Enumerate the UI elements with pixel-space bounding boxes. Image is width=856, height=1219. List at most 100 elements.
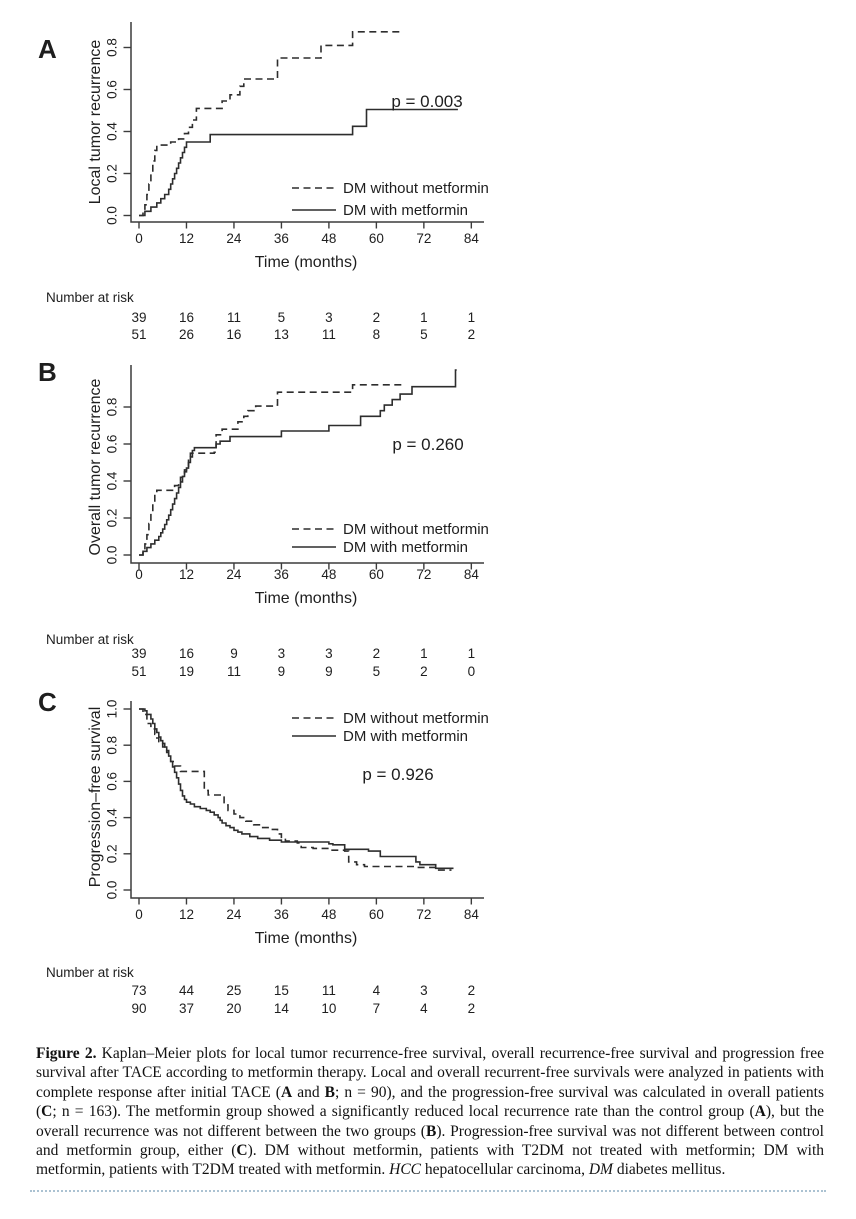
y-tick-label: 0.8: [105, 736, 120, 755]
x-tick-label: 12: [179, 231, 194, 246]
caption-bold-text: C: [41, 1103, 53, 1121]
x-axis-label: Time (months): [255, 590, 358, 607]
caption-bold-text: B: [324, 1083, 335, 1101]
caption-italic-text: DM: [588, 1161, 613, 1179]
number-at-risk-value: 16: [179, 646, 194, 661]
number-at-risk-value: 51: [131, 327, 146, 342]
y-tick-label: 0.2: [105, 164, 120, 183]
x-tick-label: 72: [416, 567, 431, 582]
y-tick-label: 0.0: [105, 881, 120, 900]
number-at-risk-value: 2: [468, 1001, 476, 1016]
number-at-risk-value: 73: [131, 983, 146, 998]
x-tick-label: 48: [321, 231, 336, 246]
caption-text: ). Progression-free survival was not dif…: [36, 1122, 824, 1160]
y-tick-label: 0.6: [105, 80, 120, 99]
number-at-risk-value: 90: [131, 1001, 146, 1016]
y-tick-label: 0.4: [105, 122, 120, 141]
axes-lines: [130, 701, 484, 899]
number-at-risk-title: Number at risk: [46, 965, 134, 980]
number-at-risk-value: 4: [373, 983, 381, 998]
number-at-risk-value: 20: [226, 1001, 241, 1016]
caption-bold-text: C: [236, 1142, 248, 1160]
figure-caption: Figure 2. Kaplan–Meier plots for local t…: [36, 1044, 824, 1180]
p-value: p = 0.926: [362, 765, 433, 784]
y-tick-label: 0.8: [105, 38, 120, 57]
number-at-risk-value: 16: [179, 310, 194, 325]
number-at-risk-value: 5: [373, 664, 381, 679]
number-at-risk-value: 16: [226, 327, 241, 342]
caption-bold-text: A: [280, 1083, 293, 1101]
y-axis-label: Overall tumor recurrence: [87, 378, 104, 555]
number-at-risk-value: 26: [179, 327, 194, 342]
caption-text: Kaplan–Meier plots for local tumor recur…: [36, 1045, 824, 1101]
x-tick-label: 84: [464, 567, 480, 582]
x-tick-label: 60: [369, 907, 384, 922]
caption-text: ). DM without metformin, patients with T…: [36, 1142, 825, 1179]
x-tick-label: 48: [321, 907, 336, 922]
x-tick-label: 0: [135, 231, 143, 246]
number-at-risk-value: 11: [322, 983, 336, 998]
number-at-risk-value: 1: [420, 310, 428, 325]
number-at-risk-value: 7: [373, 1001, 381, 1016]
caption-bold-text: B: [425, 1122, 437, 1140]
number-at-risk-value: 2: [373, 646, 381, 661]
caption-bold-text: Figure 2.: [36, 1045, 97, 1062]
axes-lines: [130, 22, 484, 223]
caption-text: hepatocellular carcinoma,: [421, 1161, 589, 1179]
number-at-risk-value: 11: [322, 327, 336, 342]
x-tick-label: 36: [274, 907, 289, 922]
y-tick-label: 0.8: [105, 398, 120, 417]
x-tick-label: 24: [226, 907, 242, 922]
number-at-risk-value: 8: [373, 327, 381, 342]
number-at-risk-value: 2: [420, 664, 428, 679]
number-at-risk-value: 44: [179, 983, 195, 998]
x-tick-label: 72: [416, 907, 431, 922]
y-tick-label: 0.4: [105, 808, 120, 827]
number-at-risk-value: 10: [321, 1001, 336, 1016]
number-at-risk-value: 5: [420, 327, 428, 342]
number-at-risk-value: 25: [226, 983, 241, 998]
km-panels: A 0.0 0.2 0.4 0.6 0.8 0 12 24 36 48 60 72 84 Local tum…: [38, 22, 489, 1016]
number-at-risk-value: 4: [420, 1001, 428, 1016]
x-tick-label: 60: [369, 231, 384, 246]
number-at-risk-title: Number at risk: [46, 290, 134, 305]
caption-italic-text: HCC: [389, 1161, 422, 1179]
km-curve-solid: [139, 369, 457, 556]
number-at-risk-value: 9: [278, 664, 286, 679]
panel-label: A: [38, 34, 57, 64]
number-at-risk-value: 37: [179, 1001, 194, 1016]
number-at-risk-value: 2: [468, 983, 476, 998]
legend-label: DM with metformin: [343, 202, 468, 219]
caption-text: ; n = 163). The metformin group showed a…: [52, 1103, 755, 1121]
legend-label: DM with metformin: [343, 539, 468, 556]
number-at-risk-value: 5: [278, 310, 286, 325]
y-tick-label: 0.6: [105, 772, 120, 791]
y-tick-label: 1.0: [105, 700, 120, 719]
number-at-risk-value: 11: [227, 664, 241, 679]
x-tick-label: 84: [464, 231, 480, 246]
y-tick-label: 0.2: [105, 844, 120, 863]
number-at-risk-value: 1: [420, 646, 428, 661]
x-tick-label: 60: [369, 567, 384, 582]
number-at-risk-value: 0: [468, 664, 476, 679]
p-value: p = 0.260: [392, 435, 463, 454]
y-tick-label: 0.2: [105, 509, 120, 528]
x-axis-label: Time (months): [255, 254, 358, 271]
y-axis-label: Progression–free survival: [87, 707, 104, 888]
number-at-risk-value: 1: [468, 310, 476, 325]
number-at-risk-value: 2: [373, 310, 381, 325]
km-curve-solid: [139, 108, 458, 217]
number-at-risk-value: 19: [179, 664, 194, 679]
legend-label: DM without metformin: [343, 180, 489, 197]
number-at-risk-value: 39: [131, 646, 146, 661]
number-at-risk-value: 2: [468, 327, 476, 342]
x-axis-label: Time (months): [255, 930, 358, 947]
x-tick-label: 36: [274, 231, 289, 246]
axes-lines: [130, 365, 484, 564]
legend-label: DM without metformin: [343, 710, 489, 727]
number-at-risk-value: 11: [227, 310, 241, 325]
y-axis-label: Local tumor recurrence: [87, 40, 104, 205]
caption-text: ; n = 90), and the progression-free surv…: [36, 1083, 824, 1121]
